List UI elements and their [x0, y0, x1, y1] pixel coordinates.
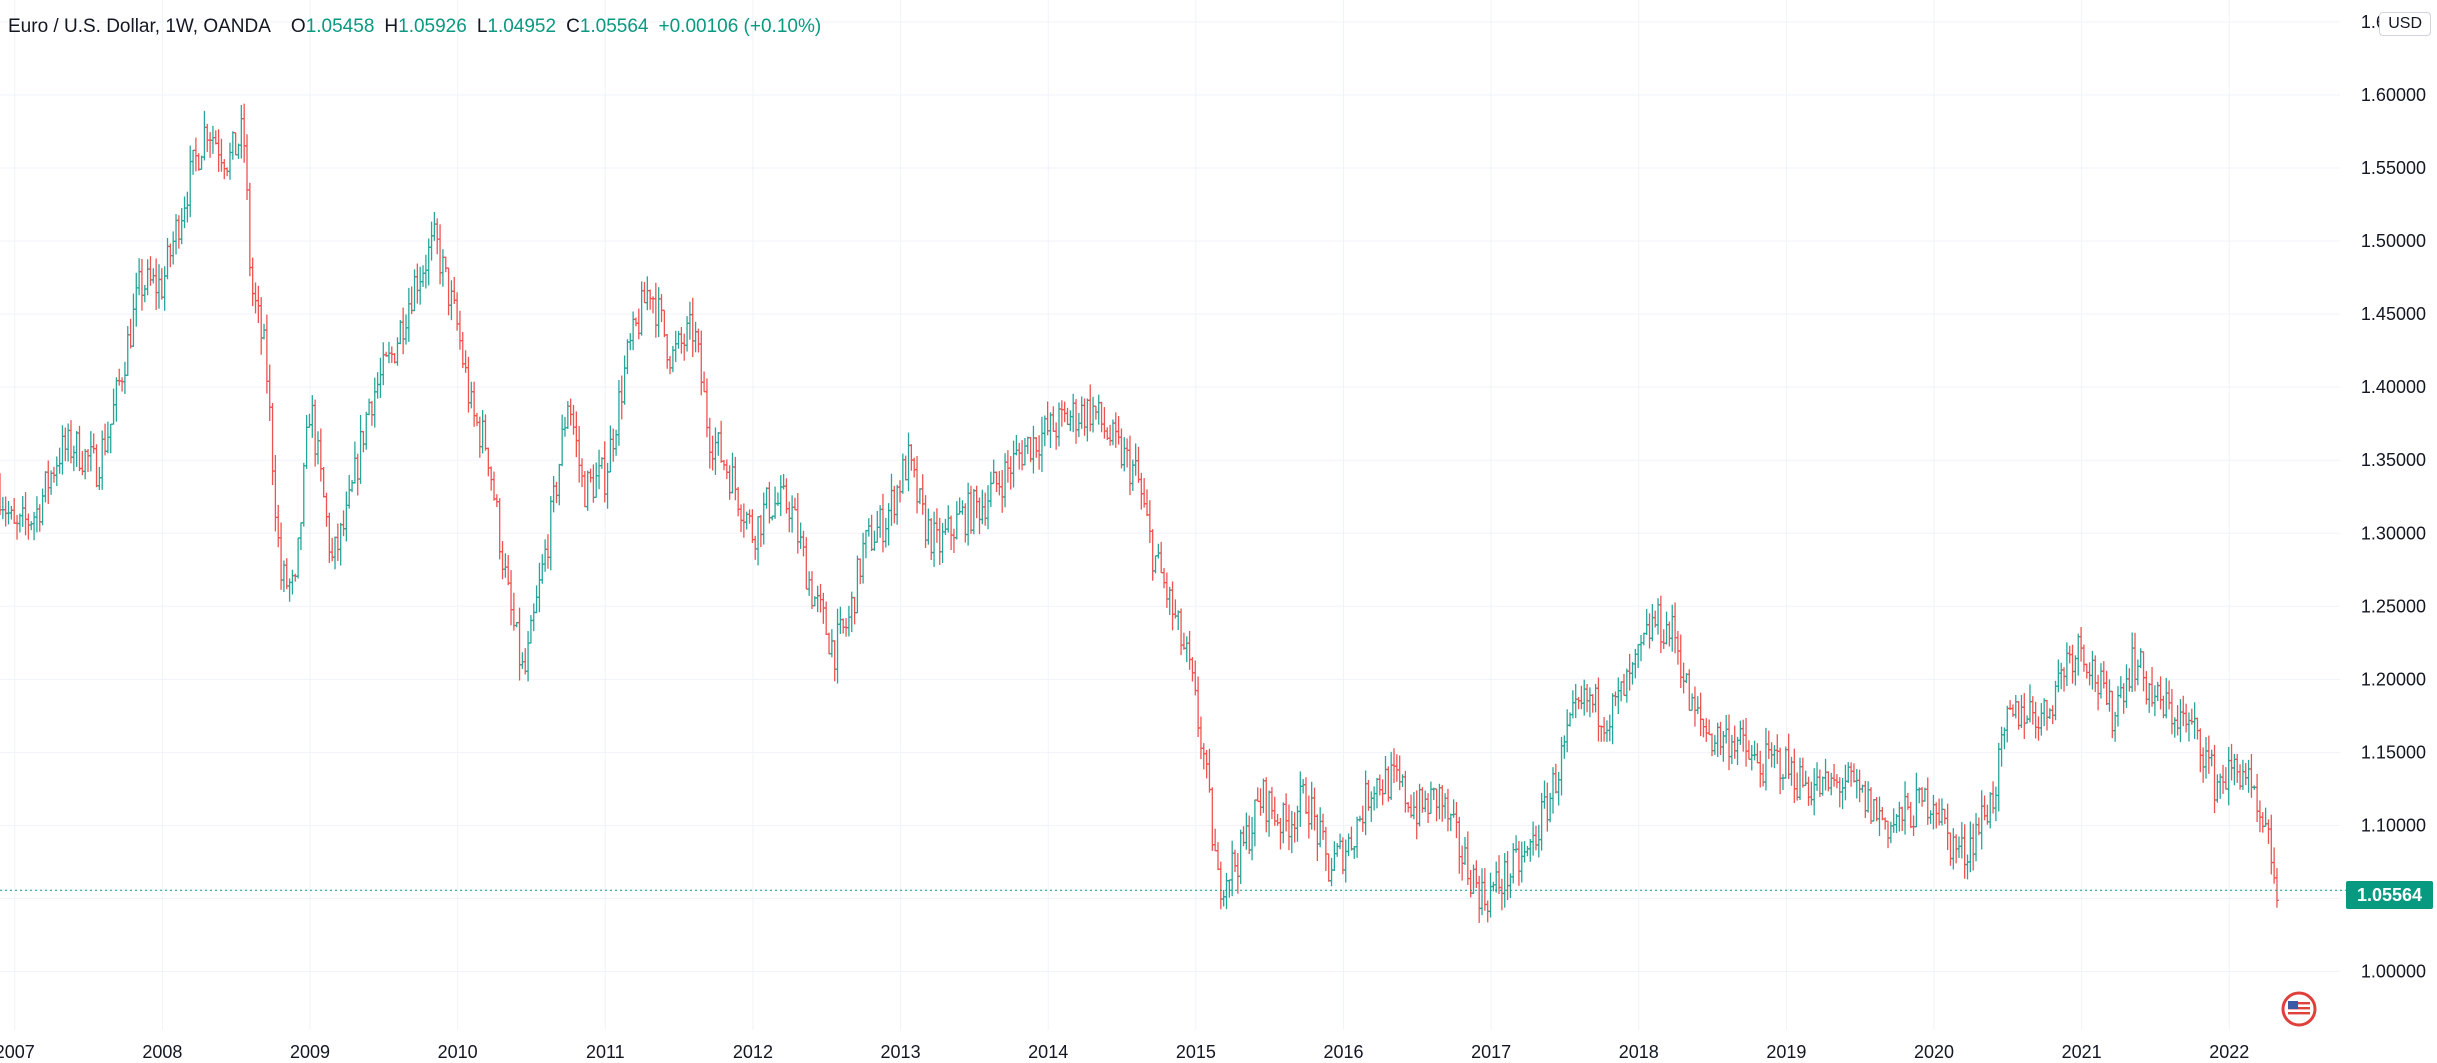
high-value: 1.05926 [398, 16, 467, 37]
price-tick-label: 1.45000 [2361, 304, 2426, 324]
time-axis[interactable]: 2007 2008 2009 2010 2011 2012 2013 2014 2015 2016… [0, 1042, 2249, 1062]
low-value: 1.04952 [487, 16, 557, 37]
low-label: L [476, 16, 488, 37]
year-tick-label: 2022 [2209, 1042, 2249, 1062]
symbol-name[interactable]: Euro / U.S. Dollar, 1W, OANDA [8, 16, 271, 37]
open-value: 1.05458 [305, 16, 375, 37]
year-tick-label: 2018 [1619, 1042, 1659, 1062]
price-tick-label: 1.55000 [2361, 158, 2426, 178]
close-value: 1.05564 [579, 16, 649, 37]
year-tick-label: 2019 [1766, 1042, 1806, 1062]
price-tick-label: 1.20000 [2361, 669, 2426, 689]
last-price-label: 1.05564 [2346, 881, 2433, 909]
price-tick-label: 1.60000 [2361, 85, 2426, 105]
year-tick-label: 2010 [438, 1042, 478, 1062]
high-label: H [384, 16, 399, 37]
price-tick-label: 1.00000 [2361, 962, 2426, 982]
price-tick-label: 1.15000 [2361, 742, 2426, 762]
year-tick-label: 2016 [1323, 1042, 1363, 1062]
currency-button[interactable]: USD [2379, 12, 2431, 36]
year-tick-label: 2009 [290, 1042, 330, 1062]
year-tick-label: 2021 [2062, 1042, 2102, 1062]
year-tick-label: 2020 [1914, 1042, 1954, 1062]
year-tick-label: 2013 [881, 1042, 921, 1062]
price-tick-label: 1.10000 [2361, 815, 2426, 835]
grid [0, 0, 2340, 1030]
price-tick-label: 1.50000 [2361, 231, 2426, 251]
price-axis[interactable]: 1.000001.050001.100001.150001.200001.250… [2361, 12, 2426, 982]
price-tick-label: 1.40000 [2361, 377, 2426, 397]
price-bars [0, 103, 2279, 923]
symbol-legend: Euro / U.S. Dollar, 1W, OANDA O 1.05458 H… [8, 14, 821, 40]
open-label: O [290, 16, 306, 37]
year-tick-label: 2014 [1028, 1042, 1068, 1062]
price-tick-label: 1.30000 [2361, 523, 2426, 543]
price-tick-label: 1.25000 [2361, 596, 2426, 616]
close-label: C [566, 16, 580, 37]
year-tick-label: 2008 [142, 1042, 182, 1062]
year-tick-label: 2011 [586, 1042, 625, 1062]
us-flag-icon[interactable] [2281, 991, 2317, 1027]
year-tick-label: 2017 [1471, 1042, 1511, 1062]
price-tick-label: 1.35000 [2361, 450, 2426, 470]
year-tick-label: 2015 [1176, 1042, 1216, 1062]
year-tick-label: 2012 [733, 1042, 773, 1062]
change-value: +0.00106 (+0.10%) [658, 16, 822, 37]
year-tick-label: 2007 [0, 1042, 35, 1062]
